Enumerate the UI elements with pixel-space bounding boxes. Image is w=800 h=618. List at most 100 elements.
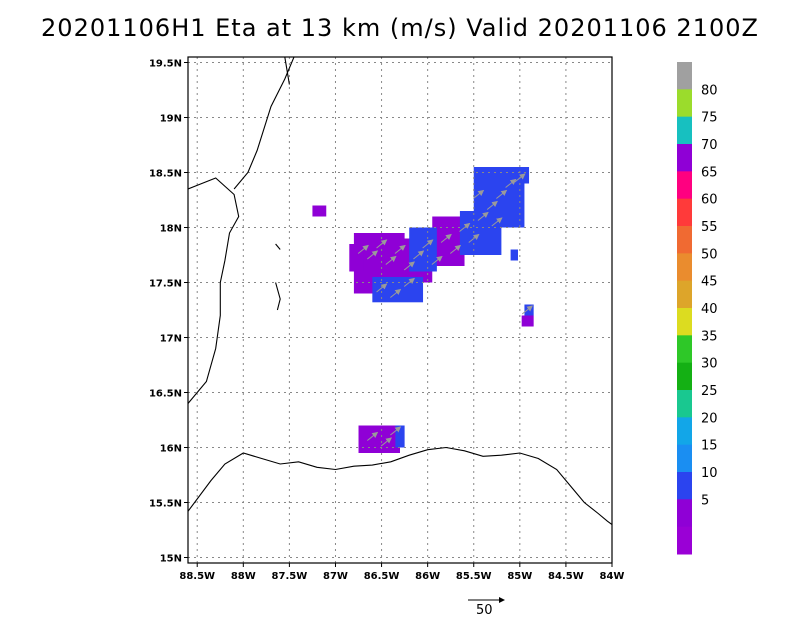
lon-tick-label: 87W: [323, 571, 348, 582]
colorbar-segment: [677, 526, 692, 555]
wind-vector: [477, 211, 489, 221]
reference-vector: 50: [468, 597, 505, 618]
wind-patch: [521, 315, 534, 327]
colorbar-label: 50: [701, 247, 718, 262]
wind-vector: [403, 277, 415, 287]
wind-vector: [390, 426, 402, 436]
latitude-axis: 19.5N 19N 18.5N 18N 17.5N 17N 16.5N 16N 15.5N 15N: [149, 59, 188, 565]
wind-vector: [486, 200, 498, 210]
lon-tick-label: 85.5W: [456, 571, 492, 582]
lon-tick-label: 84W: [600, 571, 625, 582]
lon-tick-label: 87.5W: [272, 571, 308, 582]
map-frame: [187, 56, 613, 564]
wind-patch: [349, 244, 364, 272]
colorbar-label: 15: [701, 439, 718, 454]
colorbar-label: 60: [701, 193, 718, 208]
colorbar-label: 40: [701, 302, 718, 317]
colorbar-segment: [677, 198, 692, 227]
colorbar: 80 75 70 65 60 55 50 45 40 35 30 25 20 15 10 5: [677, 62, 718, 555]
lat-tick-label: 17.5N: [149, 279, 182, 290]
colorbar-segment: [677, 226, 692, 254]
lon-tick-label: 86W: [415, 571, 440, 582]
lat-tick-label: 17N: [160, 334, 182, 345]
wind-vector: [367, 250, 379, 260]
colorbar-label: 20: [701, 411, 718, 426]
colorbar-label: 65: [701, 165, 718, 180]
colorbar-label: 45: [701, 275, 718, 290]
coastline-segment: [188, 177, 240, 404]
wind-vectors: [357, 173, 533, 447]
colorbar-segment: [677, 62, 692, 90]
colorbar-label: 5: [701, 493, 709, 508]
lat-tick-label: 16.5N: [149, 389, 182, 400]
coastline: [188, 57, 612, 525]
lat-tick-label: 19.5N: [149, 59, 182, 70]
wind-patch: [395, 425, 405, 448]
coastline-segment: [275, 243, 281, 250]
lat-tick-label: 16N: [160, 444, 182, 455]
wind-patch: [312, 205, 327, 217]
colorbar-segment: [677, 116, 692, 145]
coastline-segment: [233, 57, 295, 190]
wind-vector: [394, 244, 406, 254]
wind-vector: [496, 189, 508, 199]
colorbar-segment: [677, 144, 692, 172]
colorbar-segment: [677, 390, 692, 418]
colorbar-label: 80: [701, 83, 718, 98]
coastline-segment: [284, 57, 290, 85]
colorbar-segment: [677, 444, 692, 473]
wind-patch: [515, 167, 530, 184]
colorbar-label: 55: [701, 220, 718, 235]
longitude-axis: 88.5W 88W 87.5W 87W 86.5W 86W 85.5W 85W 84.5W 84W: [179, 563, 624, 582]
colorbar-segment: [677, 417, 692, 446]
lat-tick-label: 15.5N: [149, 499, 182, 510]
colorbar-segment: [677, 171, 692, 200]
lat-tick-label: 15N: [160, 554, 182, 565]
colorbar-segment: [677, 89, 692, 118]
colorbar-segment: [677, 253, 692, 282]
wind-vector: [449, 244, 462, 254]
lat-tick-label: 19N: [160, 114, 182, 125]
wind-vector: [473, 189, 485, 199]
map-title: 20201106H1 Eta at 13 km (m/s) Valid 2020…: [41, 14, 759, 42]
wind-patch: [432, 216, 465, 266]
lon-tick-label: 84.5W: [548, 571, 584, 582]
colorbar-label: 75: [701, 111, 718, 126]
wind-vector: [367, 431, 379, 441]
colorbar-segment: [677, 499, 692, 528]
lon-tick-label: 85W: [507, 571, 532, 582]
wind-vector: [357, 244, 369, 254]
lat-tick-label: 18.5N: [149, 169, 182, 180]
wind-vector: [440, 233, 452, 243]
lon-tick-label: 88.5W: [179, 571, 215, 582]
colorbar-label: 35: [701, 329, 718, 344]
lat-tick-label: 18N: [160, 224, 182, 235]
colorbar-segment: [677, 280, 692, 309]
colorbar-label: 25: [701, 384, 718, 399]
reference-vector-label: 50: [476, 603, 493, 618]
colorbar-label: 70: [701, 138, 718, 153]
wind-vector: [376, 283, 388, 293]
wind-vector: [521, 305, 533, 315]
wind-vector: [491, 217, 503, 227]
wind-patch: [409, 227, 437, 272]
wind-vector: [505, 178, 517, 188]
wind-vector: [413, 250, 425, 260]
colorbar-segment: [677, 335, 692, 364]
colorbar-label: 10: [701, 466, 718, 481]
lat-lon-grid: [188, 57, 612, 563]
wind-vector: [431, 255, 443, 265]
colorbar-segment: [677, 472, 692, 500]
coastline-segment: [188, 446, 612, 525]
wind-patch: [358, 425, 400, 453]
coastline-segment: [275, 282, 281, 311]
wind-speed-field: [312, 167, 534, 453]
colorbar-label: 30: [701, 357, 718, 372]
lon-tick-label: 88W: [231, 571, 256, 582]
colorbar-segment: [677, 308, 692, 336]
wind-vector: [385, 255, 397, 265]
wind-vector: [380, 437, 392, 447]
colorbar-segment: [677, 362, 692, 391]
wind-patch: [510, 249, 518, 261]
